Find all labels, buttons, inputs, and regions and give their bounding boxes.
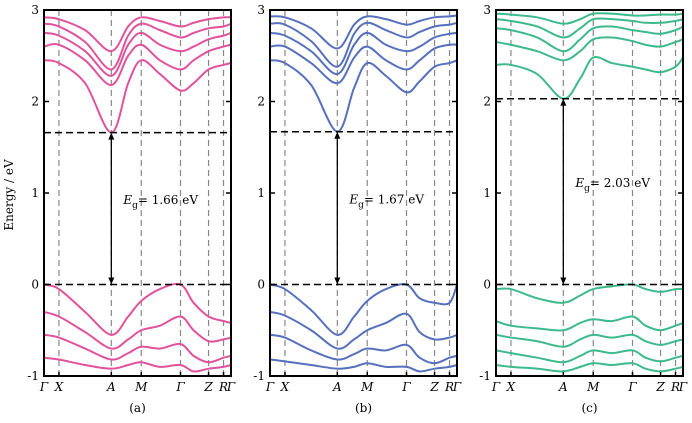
y-tick-label: 1 bbox=[483, 186, 491, 200]
kpoint-label-M: M bbox=[134, 380, 148, 394]
gap-arrow-head-bottom bbox=[560, 277, 567, 285]
kpoint-label-R: R bbox=[444, 380, 454, 394]
kpoint-label-Γ: Γ bbox=[265, 380, 275, 394]
valence-band-1 bbox=[270, 283, 457, 336]
valence-band-2 bbox=[270, 310, 457, 350]
gap-label: Eg= 1.67 eV bbox=[348, 193, 424, 211]
kpoint-label-Γ: Γ bbox=[452, 380, 462, 394]
y-tick-label: 3 bbox=[257, 3, 265, 17]
conduction-band-1 bbox=[270, 59, 457, 133]
bands bbox=[270, 14, 457, 373]
y-axis-label: Energy / eV bbox=[2, 159, 16, 231]
kpoint-label-Γ: Γ bbox=[627, 380, 637, 394]
y-tick-label: 0 bbox=[257, 278, 265, 292]
y-tick-label: 1 bbox=[257, 186, 265, 200]
y-tick-label: 2 bbox=[31, 95, 39, 109]
conduction-band-4 bbox=[270, 21, 457, 68]
kpoint-label-Z: Z bbox=[203, 380, 213, 394]
panel-caption: (a) bbox=[129, 401, 146, 415]
conduction-band-4 bbox=[496, 17, 683, 39]
kpoint-label-Z: Z bbox=[655, 380, 665, 394]
y-tick-label: 1 bbox=[31, 186, 39, 200]
conduction-band-1 bbox=[44, 59, 231, 134]
kpoint-label-R: R bbox=[670, 380, 680, 394]
gap-arrow-head-top bbox=[560, 98, 567, 106]
panel-caption: (b) bbox=[355, 401, 372, 415]
kpoint-label-M: M bbox=[360, 380, 374, 394]
y-tick-label: -1 bbox=[479, 369, 491, 383]
valence-band-2 bbox=[496, 315, 683, 332]
gap-arrow-head-top bbox=[108, 132, 115, 140]
y-tick-label: 0 bbox=[31, 278, 39, 292]
conduction-band-2 bbox=[44, 43, 231, 87]
conduction-band-5 bbox=[270, 14, 457, 50]
kpoint-label-X: X bbox=[506, 380, 516, 394]
conduction-band-3 bbox=[496, 25, 683, 53]
kpoint-label-M: M bbox=[586, 380, 600, 394]
y-tick-label: -1 bbox=[27, 369, 39, 383]
kpoint-label-Γ: Γ bbox=[175, 380, 185, 394]
kpoint-label-X: X bbox=[280, 380, 290, 394]
y-tick-label: 2 bbox=[483, 95, 491, 109]
valence-band-1 bbox=[496, 283, 683, 304]
conduction-band-2 bbox=[270, 43, 457, 85]
y-tick-label: -1 bbox=[253, 369, 265, 383]
gap-label: Eg= 2.03 eV bbox=[574, 176, 650, 194]
valence-band-2 bbox=[44, 310, 231, 350]
gap-label: Eg= 1.66 eV bbox=[122, 193, 198, 211]
kpoint-label-Γ: Γ bbox=[491, 380, 501, 394]
valence-band-3 bbox=[44, 333, 231, 364]
kpoint-label-Γ: Γ bbox=[226, 380, 236, 394]
valence-band-4 bbox=[496, 349, 683, 364]
kpoint-label-Γ: Γ bbox=[39, 380, 49, 394]
kpoint-label-R: R bbox=[218, 380, 228, 394]
y-tick-label: 0 bbox=[483, 278, 491, 292]
valence-band-3 bbox=[496, 333, 683, 348]
y-tick-label: 3 bbox=[31, 3, 39, 17]
gap-arrow-head-top bbox=[334, 131, 341, 139]
valence-band-4 bbox=[270, 358, 457, 373]
conduction-band-5 bbox=[496, 12, 683, 25]
y-tick-label: 3 bbox=[483, 3, 491, 17]
conduction-band-5 bbox=[44, 16, 231, 53]
conduction-band-3 bbox=[44, 31, 231, 77]
valence-band-1 bbox=[44, 282, 231, 336]
kpoint-label-A: A bbox=[106, 380, 116, 394]
bands bbox=[496, 12, 683, 373]
conduction-band-1 bbox=[496, 56, 683, 100]
kpoint-label-A: A bbox=[558, 380, 568, 394]
valence-band-4 bbox=[44, 356, 231, 373]
gap-arrow-head-bottom bbox=[334, 277, 341, 285]
kpoint-label-Γ: Γ bbox=[678, 380, 688, 394]
bands bbox=[44, 16, 231, 373]
kpoint-label-A: A bbox=[332, 380, 342, 394]
conduction-band-2 bbox=[496, 36, 683, 62]
kpoint-label-Γ: Γ bbox=[401, 380, 411, 394]
conduction-band-4 bbox=[44, 22, 231, 71]
conduction-band-3 bbox=[270, 31, 457, 76]
valence-band-3 bbox=[270, 333, 457, 365]
y-tick-label: 2 bbox=[257, 95, 265, 109]
kpoint-label-X: X bbox=[54, 380, 64, 394]
panel-caption: (c) bbox=[581, 401, 597, 415]
valence-band-5 bbox=[496, 362, 683, 373]
kpoint-label-Z: Z bbox=[429, 380, 439, 394]
gap-arrow-head-bottom bbox=[108, 277, 115, 285]
